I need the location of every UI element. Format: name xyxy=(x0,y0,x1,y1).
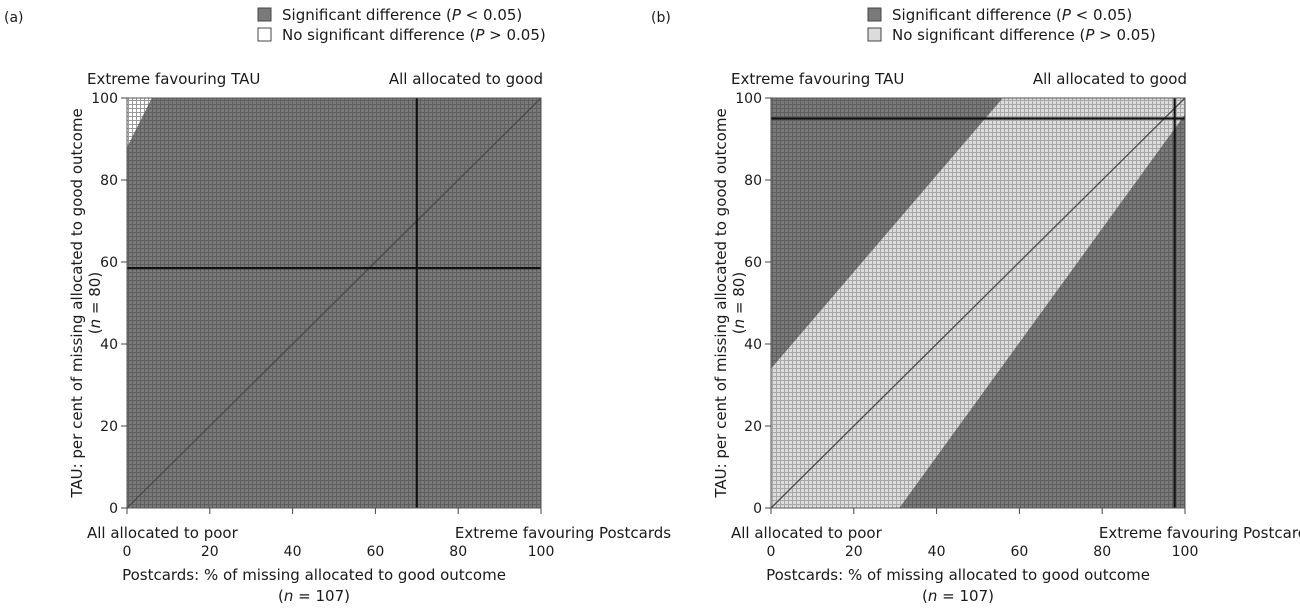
plot-frame xyxy=(126,97,542,509)
y-tick-label: 80 xyxy=(744,173,762,189)
y-tick-label: 60 xyxy=(744,255,762,271)
legend-label: Significant difference (P < 0.05) xyxy=(892,6,1132,24)
chart-panel-a: (a) Significant difference (P < 0.05) No s… xyxy=(4,6,671,605)
y-tick-label: 40 xyxy=(100,337,118,353)
y-tick-label: 0 xyxy=(109,501,118,517)
y-axis-label: TAU: per cent of missing allocated to go… xyxy=(712,108,730,498)
x-axis-n: (n = 107) xyxy=(922,587,994,605)
corner-label-top-right: All allocated to good xyxy=(1033,70,1187,88)
legend-label: No significant difference (P > 0.05) xyxy=(282,26,546,44)
x-tick-label: 60 xyxy=(366,544,384,560)
diagonal-line xyxy=(126,97,542,509)
x-tick-label: 40 xyxy=(284,544,302,560)
x-tick-label: 100 xyxy=(1172,544,1199,560)
corner-label-top-left: Extreme favouring TAU xyxy=(731,70,904,88)
y-axis-label: TAU: per cent of missing allocated to go… xyxy=(68,108,86,498)
panel-label: (a) xyxy=(4,10,24,26)
corner-label-bottom-right: Extreme favouring Postcards xyxy=(455,524,671,542)
chart-panel-b: (b) Significant difference (P < 0.05) No s… xyxy=(651,6,1300,605)
legend-swatch xyxy=(257,27,272,42)
x-tick-label: 100 xyxy=(528,544,555,560)
x-tick-label: 80 xyxy=(1093,544,1111,560)
x-tick-label: 20 xyxy=(201,544,219,560)
y-tick-label: 60 xyxy=(100,255,118,271)
y-tick-label: 20 xyxy=(744,419,762,435)
y-axis-n: (n = 80) xyxy=(86,272,104,334)
panel-label: (b) xyxy=(651,10,671,26)
legend-swatch xyxy=(257,7,272,22)
legend-label: Significant difference (P < 0.05) xyxy=(282,6,522,24)
y-axis-n: (n = 80) xyxy=(730,272,748,334)
plot-frame xyxy=(770,97,1186,509)
corner-label-bottom-left: All allocated to poor xyxy=(731,524,883,542)
corner-label-top-left: Extreme favouring TAU xyxy=(87,70,260,88)
x-tick-label: 60 xyxy=(1010,544,1028,560)
x-tick-label: 20 xyxy=(845,544,863,560)
x-axis-n: (n = 107) xyxy=(278,587,350,605)
y-tick-label: 40 xyxy=(744,337,762,353)
x-tick-label: 0 xyxy=(123,544,132,560)
y-tick-label: 100 xyxy=(91,91,118,107)
x-tick-label: 40 xyxy=(928,544,946,560)
diagonal-line xyxy=(770,97,1186,509)
x-axis-label: Postcards: % of missing allocated to goo… xyxy=(766,566,1150,584)
x-tick-label: 80 xyxy=(449,544,467,560)
legend-swatch xyxy=(867,27,882,42)
y-tick-label: 20 xyxy=(100,419,118,435)
x-axis-label: Postcards: % of missing allocated to goo… xyxy=(122,566,506,584)
y-tick-label: 0 xyxy=(753,501,762,517)
corner-label-bottom-left: All allocated to poor xyxy=(87,524,239,542)
corner-label-top-right: All allocated to good xyxy=(389,70,543,88)
y-tick-label: 100 xyxy=(735,91,762,107)
legend-label: No significant difference (P > 0.05) xyxy=(892,26,1156,44)
legend-swatch xyxy=(867,7,882,22)
nonsignificant-region xyxy=(127,98,152,148)
corner-label-bottom-right: Extreme favouring Postcards xyxy=(1099,524,1300,542)
x-tick-label: 0 xyxy=(767,544,776,560)
y-tick-label: 80 xyxy=(100,173,118,189)
